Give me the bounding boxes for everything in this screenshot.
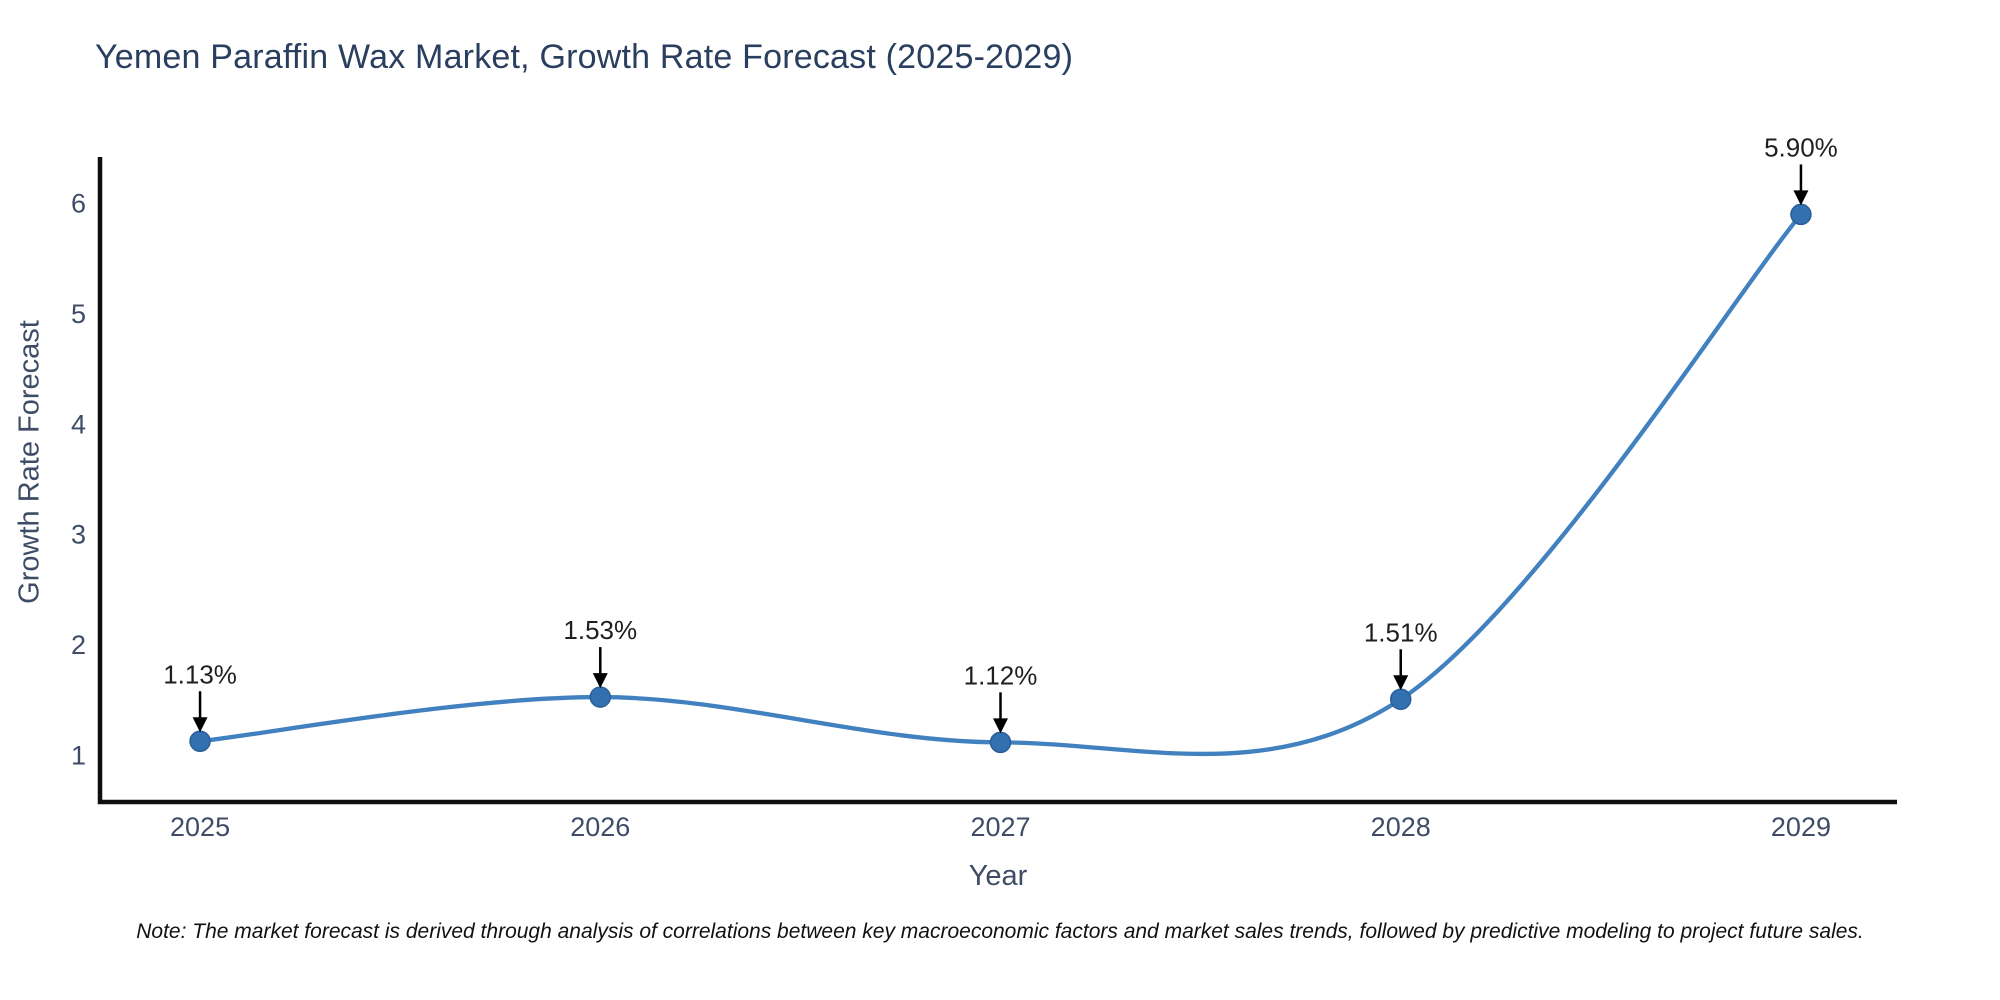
x-tick-label: 2026	[570, 812, 630, 842]
chart-title: Yemen Paraffin Wax Market, Growth Rate F…	[95, 38, 1074, 76]
point-value-label: 1.12%	[964, 660, 1038, 690]
y-tick-label: 6	[71, 188, 86, 218]
y-tick-label: 1	[71, 741, 86, 771]
annotation-arrow-head	[1393, 675, 1409, 691]
annotation-arrow-head	[192, 717, 208, 733]
point-value-label: 1.51%	[1364, 617, 1438, 647]
annotation-arrow-head	[993, 718, 1009, 734]
x-tick-label: 2028	[1371, 812, 1431, 842]
point-value-label: 1.13%	[163, 659, 237, 689]
point-value-label: 5.90%	[1764, 132, 1838, 162]
data-point-2027	[989, 731, 1012, 754]
data-point-2029	[1790, 203, 1812, 226]
annotation-arrow-head	[1793, 190, 1809, 206]
x-tick-label: 2027	[970, 812, 1030, 842]
annotation-arrow-head	[592, 673, 608, 689]
x-tick-label: 2029	[1771, 812, 1831, 842]
data-point-2025	[189, 730, 211, 753]
y-tick-label: 2	[71, 630, 86, 660]
y-tick-label: 3	[71, 520, 86, 550]
footnote: Note: The market forecast is derived thr…	[136, 920, 1864, 943]
data-point-2028	[1389, 688, 1412, 711]
x-axis-title: Year	[968, 860, 1028, 892]
series-line	[197, 212, 1804, 757]
point-value-label: 1.53%	[563, 615, 637, 645]
axis-spine	[97, 157, 1897, 805]
data-point-2026	[589, 686, 612, 708]
y-tick-label: 5	[71, 299, 86, 329]
y-tick-label: 4	[71, 409, 86, 439]
y-axis-title: Growth Rate Forecast	[13, 320, 46, 604]
x-tick-label: 2025	[170, 812, 230, 842]
